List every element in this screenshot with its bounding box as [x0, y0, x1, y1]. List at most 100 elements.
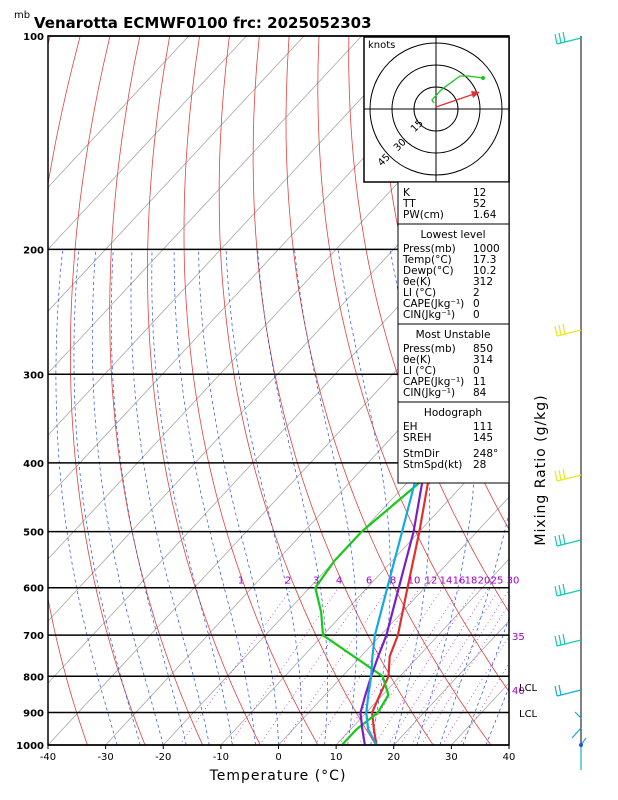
x-tick-label: 20 — [387, 752, 400, 763]
lowest-level-row-value: 2 — [473, 287, 480, 299]
dry-adiabat-line — [285, 36, 492, 745]
wind-barb-feather — [558, 32, 562, 44]
most-unstable-row-label: Press(mb) — [403, 343, 456, 355]
wind-barb — [574, 711, 582, 719]
pressure-tick-label: 100 — [23, 32, 44, 43]
wind-barb-feather — [562, 533, 566, 545]
hodograph-ring-45 — [369, 42, 503, 176]
index-row-label: PW(cm) — [403, 209, 444, 221]
lowest-level-row-value: 312 — [473, 276, 493, 288]
hodograph-heading: Hodograph — [424, 407, 482, 419]
hodograph-unit: knots — [368, 40, 395, 51]
wind-barb-feather — [554, 685, 558, 697]
mixing-ratio-label: 12 — [425, 576, 438, 587]
moist-adiabat-line — [508, 744, 509, 745]
moist-adiabat-line — [91, 249, 164, 745]
lowest-level-row-label: LI (°C) — [403, 287, 436, 299]
pressure-tick-label: 500 — [23, 528, 44, 539]
hodograph-row-label: SREH — [403, 432, 432, 444]
chart-title: Venarotta ECMWF0100 frc: 2025052303 — [34, 14, 372, 32]
index-row-label: K — [403, 187, 411, 199]
x-tick-label: -10 — [213, 752, 229, 763]
moist-adiabat-line — [151, 249, 233, 745]
lowest-level-row-label: θe(K) — [403, 276, 431, 288]
dry-adiabat-line — [317, 36, 509, 693]
wind-barb-feather — [558, 469, 562, 481]
x-tick-label: 40 — [503, 752, 516, 763]
hodograph: knots 15 30 45 — [363, 36, 510, 183]
marker-40: 40 — [512, 686, 525, 697]
wind-barb-feather — [558, 534, 562, 546]
lowest-level-row-value: 0 — [473, 298, 480, 310]
x-tick-label: -20 — [155, 752, 171, 763]
isotherm-line — [48, 186, 509, 684]
most-unstable-row-value: 84 — [473, 387, 487, 399]
wind-barb-feather — [554, 535, 558, 547]
pressure-tick-label: 600 — [23, 584, 44, 595]
dry-adiabat-line — [558, 36, 618, 745]
x-tick-label: 10 — [330, 752, 343, 763]
isotherm-line — [48, 36, 362, 374]
most-unstable-row-value: 850 — [473, 343, 493, 355]
storm-motion-vector — [435, 93, 475, 108]
moist-adiabat-line — [130, 249, 210, 745]
mixing-ratio-label: 1 — [238, 576, 244, 587]
pressure-tick-label: 1000 — [16, 741, 44, 752]
mixing-ratio-line — [441, 635, 509, 745]
x-tick-label: 0 — [275, 752, 281, 763]
mixing-ratio-label: 14 — [440, 576, 453, 587]
mixing-ratio-label: 3 — [313, 576, 319, 587]
lowest-level-heading: Lowest level — [420, 229, 485, 241]
profile-line — [371, 309, 509, 745]
wind-barbs — [554, 31, 587, 770]
mixing-ratio-label: 30 — [507, 576, 520, 587]
surface-wind-dot — [579, 743, 583, 747]
index-row-label: TT — [402, 198, 416, 210]
lowest-level-row-label: CIN(Jkg⁻¹) — [403, 309, 455, 321]
pressure-tick-label: 400 — [23, 459, 44, 470]
pressure-tick-label: 300 — [23, 370, 44, 381]
most-unstable-row-label: LI (°C) — [403, 365, 436, 377]
isotherm-line — [48, 36, 247, 250]
wind-barb-feather — [554, 325, 558, 337]
isotherm-line — [48, 248, 509, 745]
wind-barb-feather — [558, 634, 562, 646]
stability-table: K 12 TT 52 PW(cm) 1.64 Lowest level Press(mb) 10… — [397, 181, 510, 484]
moist-adiabat-line — [73, 249, 141, 745]
wind-barb-feather — [558, 584, 562, 596]
hodograph-row-label: EH — [403, 421, 418, 433]
hodograph-row-value: 28 — [473, 459, 486, 471]
pressure-tick-label: 900 — [23, 709, 44, 720]
lowest-level-row-label: Dewp(°C) — [403, 265, 454, 277]
hodograph-row-label: StmSpd(kt) — [403, 459, 462, 471]
hodograph-trace — [431, 75, 484, 104]
dry-adiabat-line — [528, 36, 618, 745]
hodograph-ring-15 — [413, 86, 459, 132]
dry-adiabat-line — [70, 36, 146, 745]
hodograph-row-value: 248° — [473, 448, 498, 460]
most-unstable-row-label: θe(K) — [403, 354, 431, 366]
most-unstable-row-label: CIN(Jkg⁻¹) — [403, 387, 455, 399]
isotherm-line — [105, 310, 509, 745]
wind-barb-feather — [562, 468, 566, 480]
moist-adiabat-line — [257, 249, 328, 745]
wind-barb-feather — [554, 470, 558, 482]
isotherm-line — [48, 36, 189, 188]
pressure-tick-label: 200 — [23, 245, 44, 256]
isotherm-line — [48, 36, 305, 312]
wind-barb-feather — [554, 585, 558, 597]
wind-barb — [571, 727, 582, 739]
pressure-tick-label: 800 — [23, 672, 44, 683]
mixing-ratio-label: 2 — [285, 576, 291, 587]
most-unstable-row-value: 11 — [473, 376, 486, 388]
pressure-tick-label: 700 — [23, 631, 44, 642]
mixing-ratio-label: 20 — [478, 576, 491, 587]
dry-adiabat-line — [348, 36, 509, 613]
mixing-ratio-label: 18 — [465, 576, 478, 587]
lcl-label: LCL — [519, 683, 538, 694]
x-tick-label: -30 — [97, 752, 113, 763]
most-unstable-row-value: 0 — [473, 365, 480, 377]
x-tick-label: 30 — [445, 752, 458, 763]
isotherm-line — [567, 36, 618, 745]
